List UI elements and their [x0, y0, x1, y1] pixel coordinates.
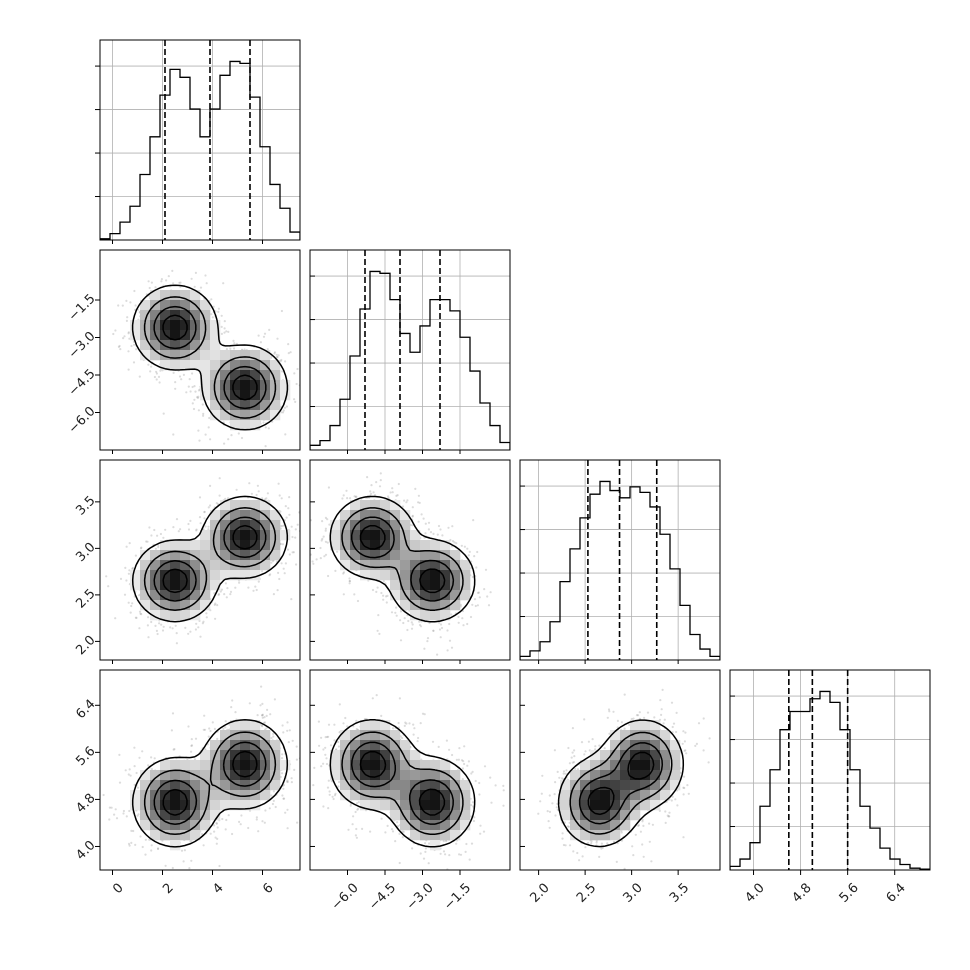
y-tick-label: 3.5: [73, 493, 98, 518]
x-tick-label: 6: [260, 881, 276, 897]
contour-level-0: [557, 719, 685, 848]
histogram-step: [310, 270, 510, 450]
density-content: [312, 694, 505, 870]
contour-level-0: [131, 719, 289, 848]
contour-level-2: [153, 516, 267, 602]
x-tick-label: 4.0: [742, 881, 767, 906]
x-tick-label: −4.5: [366, 881, 399, 914]
contour-level-1: [143, 731, 277, 836]
grid: [100, 40, 300, 240]
x-tick-label: 2.0: [528, 881, 553, 906]
histogram-step: [100, 60, 300, 240]
panel-3-1: [309, 669, 511, 875]
panel-frame: [309, 249, 511, 451]
contour-level-0: [329, 719, 476, 848]
histogram-step: [520, 480, 720, 660]
panel-frame: [99, 669, 301, 871]
x-tick-label: −6.0: [329, 881, 362, 914]
panel-2-2: [519, 459, 721, 664]
density-content: [102, 685, 300, 870]
x-tick-label: 2.5: [574, 881, 599, 906]
contour-level-1: [143, 296, 277, 419]
panel-2-1: [309, 459, 511, 664]
y-tick-label: −4.5: [66, 367, 99, 400]
grid: [310, 250, 510, 450]
contour-level-1: [143, 507, 277, 611]
contour-level-0: [329, 495, 476, 623]
x-tick-label: 3.0: [621, 881, 646, 906]
y-tick-label: 5.6: [73, 744, 98, 769]
contour-lines: [329, 495, 476, 623]
contour-level-1: [341, 731, 464, 836]
contour-level-2: [578, 742, 664, 825]
x-tick-label: 5.6: [837, 881, 862, 906]
contour-level-2: [350, 516, 455, 602]
contour-level-1: [341, 507, 464, 611]
contour-level-2: [350, 741, 454, 825]
contour-level-1: [569, 731, 673, 835]
y-tick-label: 4.0: [73, 838, 98, 863]
panel-frame: [99, 459, 301, 661]
density-content: [310, 472, 492, 656]
x-tick-label: 4.8: [789, 881, 814, 906]
contour-level-0: [131, 495, 289, 623]
contour-level-3: [587, 751, 655, 816]
histogram-step: [730, 690, 930, 870]
panel-3-2: [519, 669, 721, 875]
contour-level-3: [162, 524, 258, 594]
contour-lines: [557, 719, 685, 848]
contour-level-3: [162, 314, 258, 401]
contour-lines: [131, 719, 289, 848]
contour-level-3: [359, 524, 446, 594]
panel-0-0: [95, 39, 301, 244]
contour-lines: [131, 284, 289, 431]
x-tick-label: −3.0: [404, 881, 437, 914]
y-tick-label: −3.0: [66, 329, 99, 362]
y-tick-label: −1.5: [66, 292, 99, 325]
density-cells: [330, 500, 471, 621]
x-tick-label: 3.5: [667, 881, 692, 906]
contour-level-2: [153, 305, 267, 410]
contour-lines: [131, 495, 289, 623]
panel-frame: [99, 249, 301, 451]
panel-frame: [99, 39, 301, 241]
x-tick-label: 0: [110, 881, 126, 897]
panel-frame: [729, 669, 931, 871]
x-tick-label: 2: [160, 881, 176, 897]
y-tick-label: 6.4: [73, 697, 98, 722]
panel-1-0: [95, 249, 301, 454]
contour-level-0: [131, 284, 289, 431]
panel-2-0: [95, 459, 301, 664]
panel-frame: [519, 459, 721, 661]
x-tick-label: −1.5: [441, 881, 474, 914]
y-tick-label: 3.0: [73, 540, 98, 565]
x-tick-label: 4: [210, 881, 226, 897]
y-tick-label: 4.8: [73, 791, 98, 816]
panel-3-3: [729, 669, 931, 875]
contour-lines: [329, 719, 476, 848]
panel-frame: [309, 669, 511, 871]
density-content: [112, 269, 300, 448]
panel-frame: [519, 669, 721, 871]
y-tick-label: 2.5: [73, 586, 98, 611]
contour-level-3: [359, 750, 446, 816]
y-tick-label: 2.0: [73, 633, 98, 658]
panel-frame: [309, 459, 511, 661]
density-content: [537, 688, 711, 870]
contour-level-3: [162, 750, 258, 816]
panel-1-1: [309, 249, 511, 454]
contour-level-2: [153, 741, 267, 825]
x-tick-label: 6.4: [884, 881, 909, 906]
density-content: [105, 477, 300, 645]
y-tick-label: −6.0: [66, 404, 99, 437]
panel-3-0: [95, 669, 301, 875]
